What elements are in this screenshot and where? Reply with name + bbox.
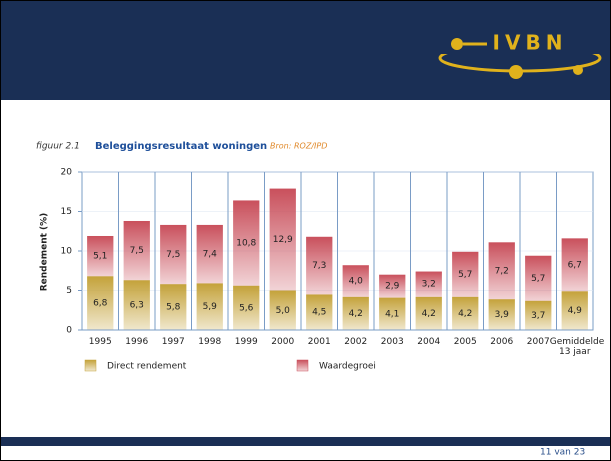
data-label: 6,7	[568, 260, 582, 270]
data-label: 7,2	[495, 266, 509, 276]
bar-segment	[342, 265, 369, 297]
data-label: 4,2	[349, 309, 363, 319]
x-tick-label: 1999	[234, 337, 258, 347]
data-label: 10,8	[236, 239, 256, 249]
data-label: 4,2	[422, 309, 436, 319]
data-label: 3,2	[422, 280, 436, 290]
bar-segment	[379, 274, 406, 298]
data-label: 4,0	[349, 277, 364, 287]
logo: IVBN	[430, 30, 602, 79]
bar-segment	[488, 299, 515, 330]
data-label: 5,0	[276, 306, 291, 316]
bar-segment	[525, 300, 552, 330]
data-label: 7,3	[312, 261, 326, 271]
data-label: 5,7	[531, 274, 545, 284]
bar-segment	[488, 242, 515, 300]
figure-label: figuur 2.1	[36, 142, 80, 152]
chart-source: Bron: ROZ/IPD	[270, 142, 327, 151]
data-label: 5,7	[458, 270, 472, 280]
data-label: 3,7	[531, 311, 545, 321]
y-tick-label: 5	[66, 286, 72, 296]
data-label: 6,3	[130, 301, 144, 311]
bar-segment	[452, 296, 479, 330]
bar-segment	[306, 294, 333, 330]
x-tick-label: 2000	[271, 337, 295, 347]
x-tick-label: 2007	[526, 337, 550, 347]
bar-segment	[123, 220, 150, 281]
x-tick-label: Gemiddelde 13 jaar	[549, 337, 605, 357]
bar-segment	[342, 296, 369, 330]
x-tick-label: 2001	[307, 337, 331, 347]
data-label: 7,5	[166, 250, 180, 260]
x-tick-label: 2005	[453, 337, 477, 347]
x-tick-label: 2004	[417, 337, 441, 347]
bar-segment	[87, 276, 114, 330]
x-tick-label: 1996	[125, 337, 149, 347]
data-label: 4,2	[458, 309, 472, 319]
bar-segment	[123, 280, 150, 330]
legend-swatch	[296, 359, 309, 372]
data-label: 5,1	[93, 252, 107, 262]
bar-segment	[561, 238, 588, 292]
bar-segment	[269, 290, 296, 330]
data-label: 3,9	[495, 310, 510, 320]
data-label: 4,5	[312, 308, 326, 318]
y-tick-label: 20	[61, 168, 73, 178]
logo-dot	[573, 65, 583, 75]
bar-segment	[160, 284, 187, 330]
data-label: 2,9	[385, 282, 400, 292]
bar-segment	[233, 285, 260, 330]
bar-segment	[233, 200, 260, 286]
bar-segment	[379, 297, 406, 330]
chart-title: Beleggingsresultaat woningen	[95, 141, 267, 152]
y-tick-label: 15	[61, 207, 72, 217]
data-label: 7,4	[203, 250, 218, 260]
bar-segment	[87, 235, 114, 277]
logo-dot	[509, 65, 523, 79]
x-tick-label: 2002	[344, 337, 368, 347]
logo-dot	[451, 38, 463, 50]
x-tick-label: 2003	[380, 337, 404, 347]
bar-segment	[196, 224, 223, 284]
footer-band	[0, 437, 611, 446]
y-axis-label: Rendement (%)	[40, 213, 50, 292]
x-tick-label: 1998	[198, 337, 222, 347]
bar-segment	[415, 296, 442, 330]
bar-segment	[306, 236, 333, 295]
x-tick-label: 2006	[490, 337, 514, 347]
page-number: 11 van 23	[540, 448, 585, 458]
y-tick-label: 0	[66, 326, 72, 336]
data-label: 5,6	[239, 303, 254, 313]
data-label: 7,5	[130, 246, 144, 256]
data-label: 6,8	[93, 299, 108, 309]
legend-label: Direct rendement	[107, 362, 187, 372]
x-tick-label: 1995	[88, 337, 112, 347]
logo-text: IVBN	[493, 31, 568, 55]
data-label: 5,8	[166, 303, 181, 313]
data-label: 4,1	[385, 309, 399, 319]
bar-segment	[269, 188, 296, 291]
legend-label: Waardegroei	[319, 362, 376, 372]
bar-segment	[415, 271, 442, 297]
x-tick-label: 1997	[161, 337, 185, 347]
data-label: 12,9	[273, 235, 293, 245]
data-label: 5,9	[203, 302, 218, 312]
bar-segment	[525, 255, 552, 301]
bar-segment	[196, 283, 223, 330]
bar-segment	[561, 291, 588, 330]
bar-segment	[452, 251, 479, 297]
legend-swatch	[84, 359, 97, 372]
y-tick-label: 10	[61, 247, 73, 257]
data-label: 4,9	[568, 306, 583, 316]
bar-segment	[160, 224, 187, 285]
